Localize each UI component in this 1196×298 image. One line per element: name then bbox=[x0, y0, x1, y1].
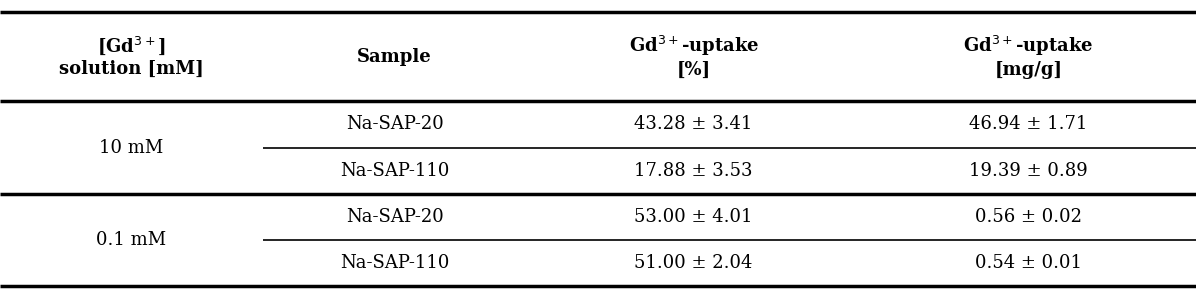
Text: Na-SAP-110: Na-SAP-110 bbox=[340, 254, 450, 272]
Text: Na-SAP-110: Na-SAP-110 bbox=[340, 162, 450, 180]
Text: Na-SAP-20: Na-SAP-20 bbox=[346, 115, 444, 134]
Text: Gd$^{3+}$-uptake
[%]: Gd$^{3+}$-uptake [%] bbox=[629, 34, 758, 79]
Text: [Gd$^{3+}$]
solution [mM]: [Gd$^{3+}$] solution [mM] bbox=[59, 35, 205, 78]
Text: Gd$^{3+}$-uptake
[mg/g]: Gd$^{3+}$-uptake [mg/g] bbox=[964, 34, 1093, 79]
Text: 51.00 ± 2.04: 51.00 ± 2.04 bbox=[635, 254, 752, 272]
Text: 17.88 ± 3.53: 17.88 ± 3.53 bbox=[634, 162, 753, 180]
Text: 43.28 ± 3.41: 43.28 ± 3.41 bbox=[635, 115, 752, 134]
Text: Na-SAP-20: Na-SAP-20 bbox=[346, 208, 444, 226]
Text: 10 mM: 10 mM bbox=[99, 139, 164, 156]
Text: 46.94 ± 1.71: 46.94 ± 1.71 bbox=[970, 115, 1087, 134]
Text: 0.54 ± 0.01: 0.54 ± 0.01 bbox=[975, 254, 1082, 272]
Text: Sample: Sample bbox=[358, 48, 432, 66]
Text: 0.1 mM: 0.1 mM bbox=[97, 231, 166, 249]
Text: 19.39 ± 0.89: 19.39 ± 0.89 bbox=[969, 162, 1088, 180]
Text: 0.56 ± 0.02: 0.56 ± 0.02 bbox=[975, 208, 1082, 226]
Text: 53.00 ± 4.01: 53.00 ± 4.01 bbox=[634, 208, 753, 226]
